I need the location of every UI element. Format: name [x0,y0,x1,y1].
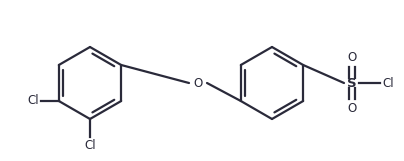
Text: Cl: Cl [382,76,393,90]
Text: O: O [194,76,203,90]
Text: Cl: Cl [27,95,39,108]
Text: S: S [347,76,357,90]
Text: O: O [347,102,357,115]
Text: O: O [347,51,357,64]
Text: Cl: Cl [84,139,96,152]
